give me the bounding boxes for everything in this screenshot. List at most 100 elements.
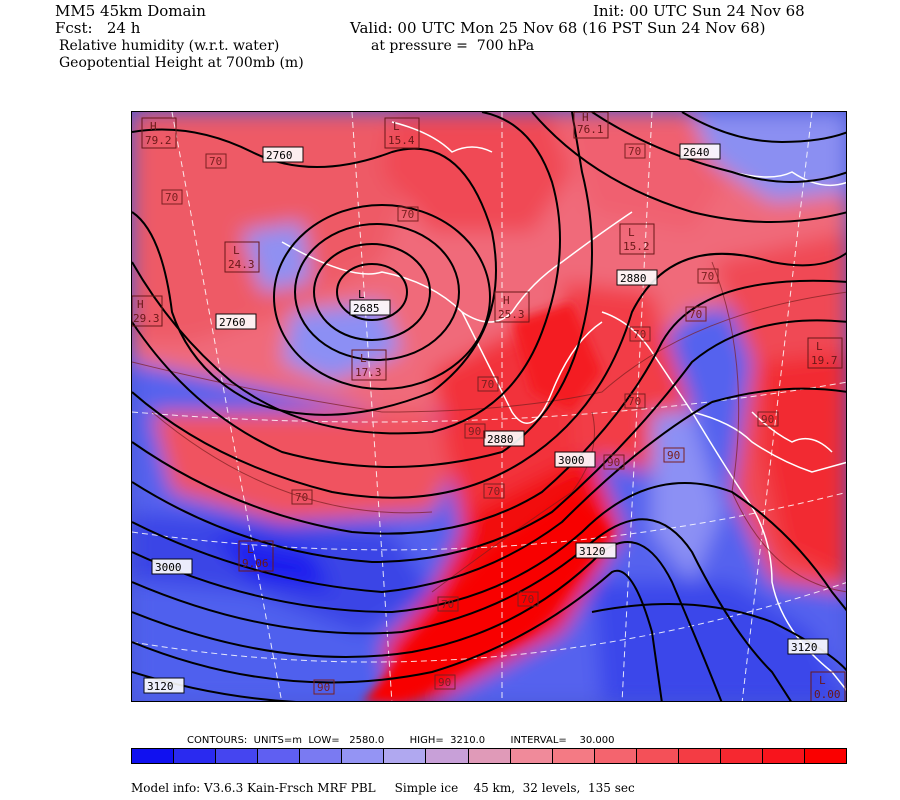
svg-text:3120: 3120 (579, 545, 606, 558)
low-center-marker: L (358, 288, 365, 301)
svg-text:90: 90 (317, 681, 330, 694)
colorbar-swatch (678, 749, 721, 763)
svg-text:H: H (582, 112, 589, 124)
svg-text:70: 70 (628, 395, 641, 408)
svg-text:70: 70 (441, 598, 454, 611)
field1-title: Relative humidity (w.r.t. water) (59, 38, 280, 54)
svg-text:2880: 2880 (620, 272, 647, 285)
svg-text:9.06: 9.06 (242, 557, 269, 570)
height-label: 3000 (554, 451, 596, 468)
svg-text:90: 90 (667, 449, 680, 462)
svg-text:17.3: 17.3 (355, 366, 382, 379)
colorbar (131, 748, 847, 764)
svg-text:70: 70 (633, 328, 646, 341)
extremum-marker: L15.4 (384, 117, 420, 149)
coastlines (281, 121, 846, 691)
svg-text:L: L (816, 340, 823, 353)
extremum-marker: H29.3 (132, 295, 163, 327)
svg-text:3000: 3000 (558, 454, 585, 467)
svg-text:76.1: 76.1 (577, 123, 604, 136)
svg-text:24.3: 24.3 (228, 258, 255, 271)
svg-text:70: 70 (481, 378, 494, 391)
height-label: 2880 (616, 269, 658, 286)
svg-text:H: H (150, 120, 157, 133)
rh-label: 70 (291, 489, 313, 505)
svg-text:70: 70 (209, 155, 222, 168)
humidity-labels: 70 70 70 70 70 70 70 70 70 70 70 90 90 9… (161, 143, 779, 695)
svg-text:3000: 3000 (155, 561, 182, 574)
svg-text:19.7: 19.7 (811, 354, 838, 367)
height-contours (132, 112, 846, 701)
height-label: 3120 (575, 542, 617, 559)
rh-label: 90 (434, 674, 456, 690)
rh-label: 70 (697, 268, 719, 284)
rh-label: 90 (313, 679, 335, 695)
rh-label: 70 (437, 596, 459, 612)
svg-text:2880: 2880 (487, 433, 514, 446)
svg-text:70: 70 (401, 208, 414, 221)
colorbar-swatch (258, 749, 301, 763)
domain-title: MM5 45km Domain (55, 2, 206, 20)
svg-text:2760: 2760 (266, 149, 293, 162)
svg-text:2640: 2640 (683, 146, 710, 159)
svg-text:15.4: 15.4 (388, 134, 415, 147)
rh-label: 70 (477, 376, 499, 392)
height-label: 2880 (483, 430, 525, 447)
height-labels: 2760 2640 2880 2685 2760 2880 3000 3120 … (143, 143, 829, 694)
colorbar-swatch (174, 749, 217, 763)
extremum-marker: L24.3 (224, 241, 260, 273)
svg-text:H: H (137, 298, 144, 311)
svg-text:2760: 2760 (219, 316, 246, 329)
valid-time: Valid: 00 UTC Mon 25 Nov 68 (16 PST Sun … (350, 19, 766, 37)
colorbar-swatch (552, 749, 595, 763)
svg-text:90: 90 (438, 676, 451, 689)
map-panel: 2760 2640 2880 2685 2760 2880 3000 3120 … (131, 111, 847, 702)
svg-text:70: 70 (521, 593, 534, 606)
svg-text:L: L (247, 543, 254, 556)
pressure-level: at pressure = 700 hPa (371, 38, 535, 54)
svg-text:90: 90 (468, 425, 481, 438)
extremum-marker: H76.1 (573, 112, 609, 139)
rh-label: 70 (517, 591, 539, 607)
field2-title: Geopotential Height at 700mb (m) (59, 55, 304, 71)
colorbar-swatch (762, 749, 805, 763)
map-canvas: 2760 2640 2880 2685 2760 2880 3000 3120 … (132, 112, 846, 701)
svg-text:25.3: 25.3 (498, 308, 525, 321)
height-label: 2760 (215, 313, 257, 330)
colorbar-swatch (216, 749, 259, 763)
extrema-labels: H79.2 L15.4 H76.1 L24.3 L15.2 H29.3 L17.… (132, 112, 846, 701)
colorbar-swatch (636, 749, 679, 763)
height-label: 3120 (787, 638, 829, 655)
contour-info: CONTOURS: UNITS=m LOW= 2580.0 HIGH= 3210… (187, 735, 615, 746)
rh-label: 90 (663, 447, 685, 463)
svg-text:70: 70 (165, 191, 178, 204)
svg-text:3120: 3120 (147, 680, 174, 693)
rh-label: 70 (624, 143, 646, 159)
svg-text:0.00: 0.00 (814, 688, 841, 701)
colorbar-swatch (384, 749, 427, 763)
svg-text:L: L (233, 244, 240, 257)
rh-label: 90 (464, 423, 486, 439)
rh-label: 70 (161, 189, 183, 205)
svg-text:3120: 3120 (791, 641, 818, 654)
height-label: 2760 (262, 146, 304, 163)
svg-text:L: L (628, 226, 635, 239)
svg-text:L: L (393, 120, 400, 133)
height-label: 3000 (151, 558, 193, 575)
colorbar-swatch (720, 749, 763, 763)
colorbar-swatch (426, 749, 469, 763)
colorbar-swatch (468, 749, 511, 763)
colorbar-swatch (510, 749, 553, 763)
extremum-marker: H25.3 (494, 291, 530, 323)
svg-text:90: 90 (607, 456, 620, 469)
rh-label: 70 (205, 153, 227, 169)
rh-label: 90 (757, 411, 779, 427)
colorbar-swatch (594, 749, 637, 763)
colorbar-swatch (805, 749, 847, 763)
svg-text:79.2: 79.2 (145, 134, 172, 147)
extremum-marker: L19.7 (807, 337, 843, 369)
extremum-marker: L17.3 (351, 349, 387, 381)
init-time: Init: 00 UTC Sun 24 Nov 68 (593, 2, 805, 20)
svg-text:2685: 2685 (353, 302, 380, 315)
height-label: 3120 (143, 677, 185, 694)
